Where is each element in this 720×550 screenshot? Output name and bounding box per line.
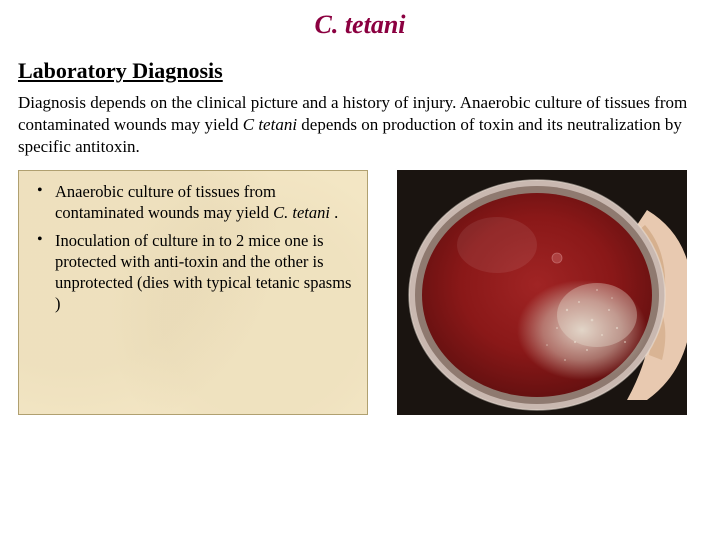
list-item: Inoculation of culture in to 2 mice one … (31, 230, 355, 314)
content-row: Anaerobic culture of tissues from contam… (18, 170, 702, 415)
page-title: C. tetani (0, 10, 720, 40)
section-heading: Laboratory Diagnosis (18, 58, 720, 84)
bullet-text-ital: C. tetani (273, 203, 330, 222)
bullet-list: Anaerobic culture of tissues from contam… (31, 181, 355, 314)
bullet-text-c: . (330, 203, 338, 222)
bullet-text-a: Inoculation of culture in to 2 mice one … (55, 231, 351, 313)
intro-paragraph: Diagnosis depends on the clinical pictur… (18, 92, 702, 158)
list-item: Anaerobic culture of tissues from contam… (31, 181, 355, 223)
petri-dish-icon (397, 170, 687, 415)
intro-italic: C tetani (243, 115, 297, 134)
bullet-box: Anaerobic culture of tissues from contam… (18, 170, 368, 415)
bullet-text-a: Anaerobic culture of tissues from contam… (55, 182, 276, 222)
petri-dish-image (382, 170, 702, 415)
